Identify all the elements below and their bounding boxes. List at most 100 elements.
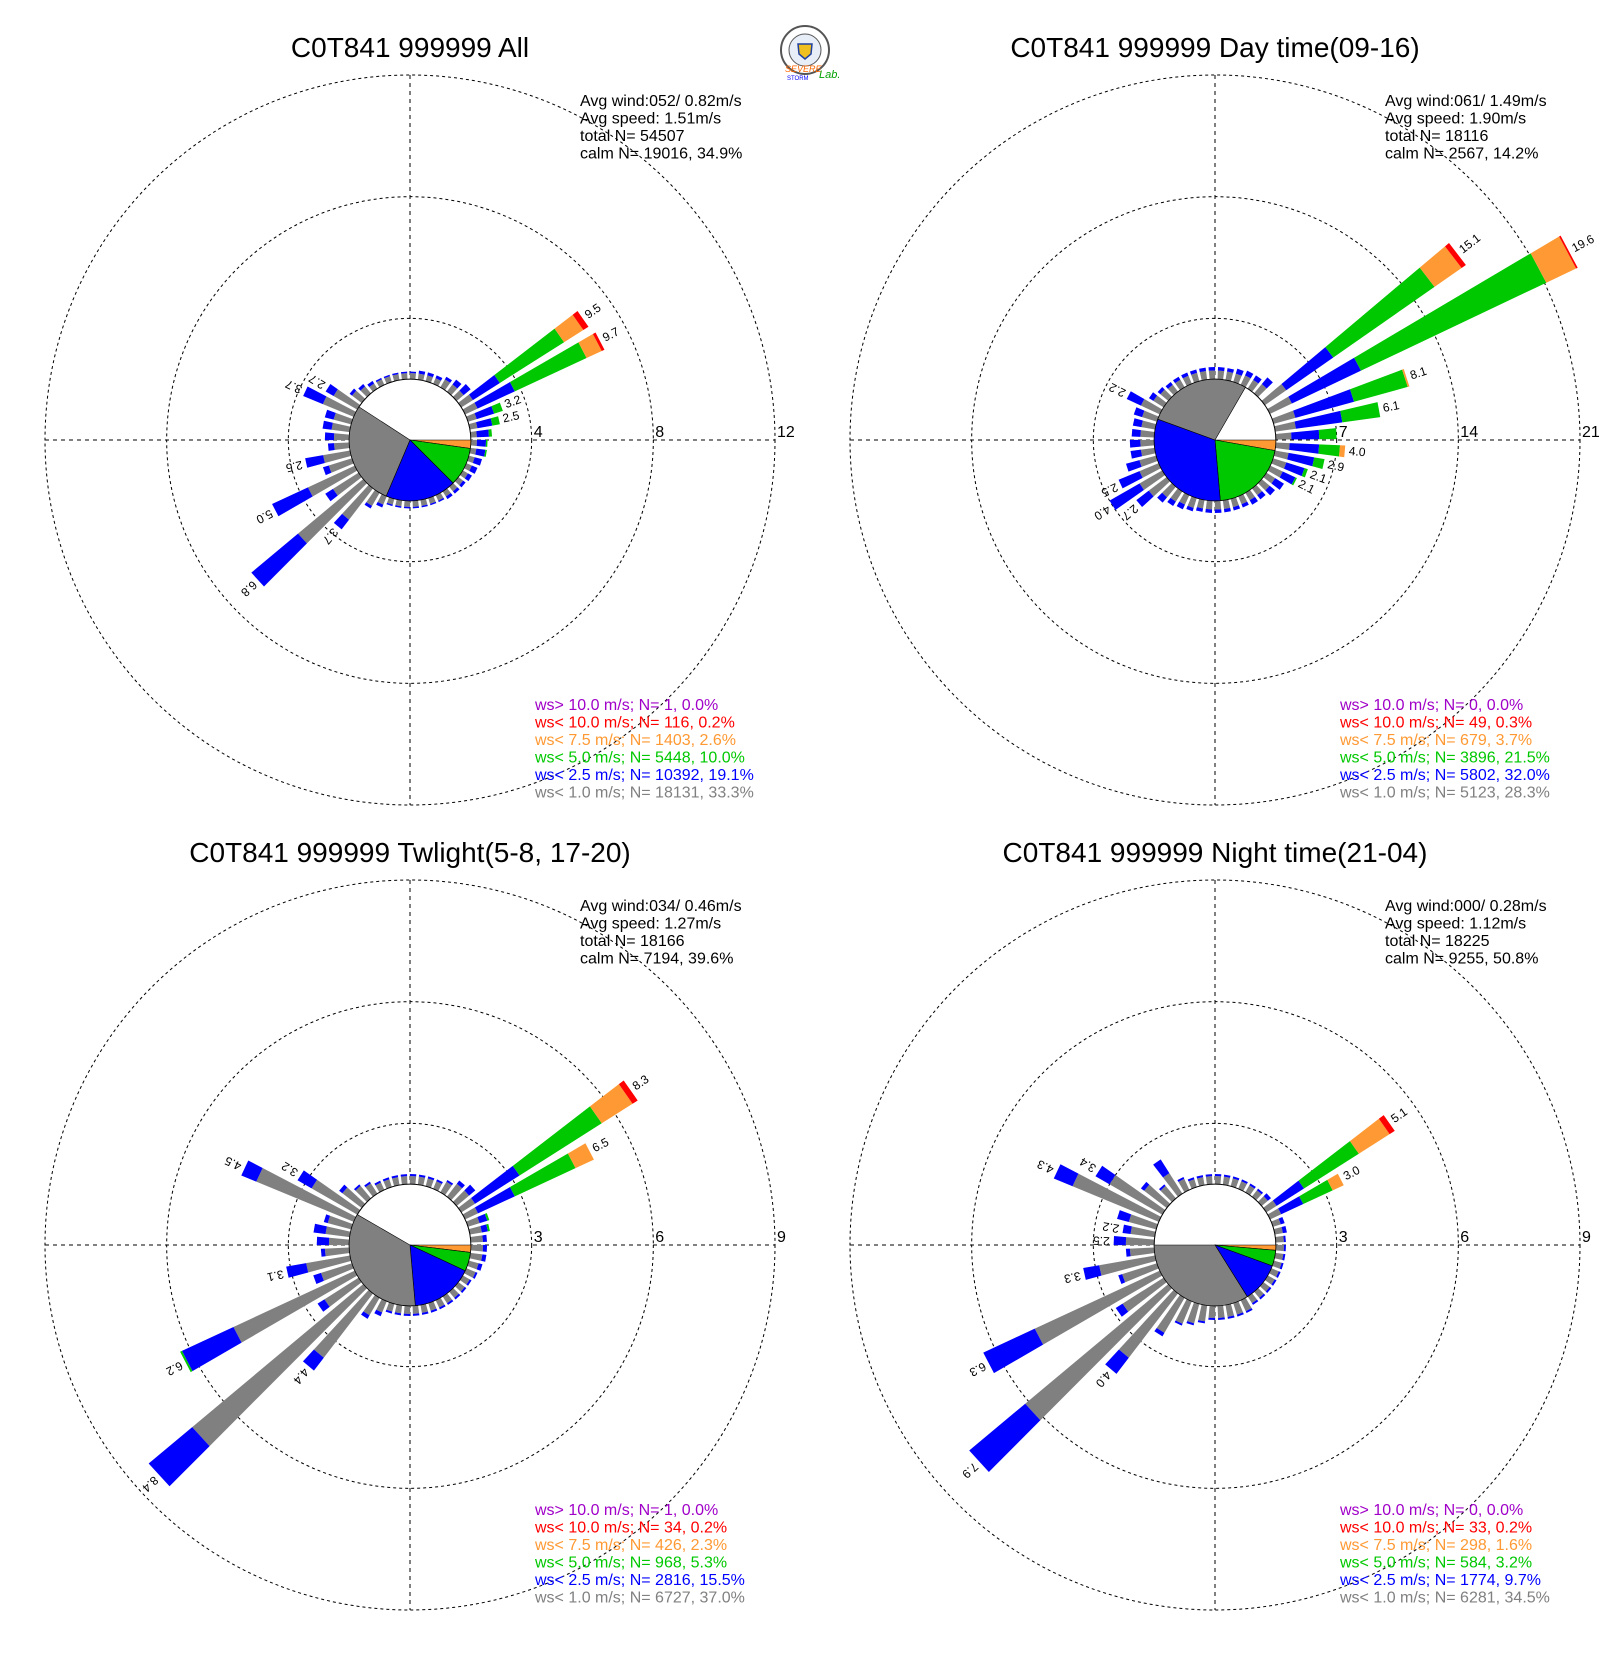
petal-1-to-2.5-bar xyxy=(303,386,327,405)
legend-entry: ws< 5.0 m/s; N= 584, 3.2% xyxy=(1339,1555,1532,1572)
petal-2.5-to-5-bar xyxy=(1350,369,1408,402)
petal-below-1-bar xyxy=(1271,458,1287,469)
petal-below-1-bar xyxy=(1254,384,1267,398)
petal-below-1-bar xyxy=(467,1260,479,1270)
petal-below-1-bar xyxy=(417,1176,426,1186)
petal-below-1-bar xyxy=(1230,497,1239,508)
grid-ring xyxy=(287,317,533,563)
petal-1-to-2.5-bar xyxy=(324,409,336,420)
petal-below-1-bar xyxy=(1122,1263,1159,1283)
petal-1-to-2.5-bar xyxy=(349,388,357,396)
petal-1-to-2.5-bar xyxy=(1253,375,1262,384)
panel-stat-line: total N= 54507 xyxy=(580,128,685,145)
petal-1-to-2.5-bar xyxy=(1140,1181,1150,1191)
petal-below-1-bar xyxy=(366,489,380,506)
petal-7.5-to-10-bar xyxy=(592,332,605,351)
ring-label: 14 xyxy=(1460,424,1478,441)
petal-below-1-bar xyxy=(1175,1298,1192,1324)
legend-entry: ws< 10.0 m/s; N= 33, 0.2% xyxy=(1339,1520,1532,1537)
petal-below-1-bar xyxy=(1254,1287,1264,1298)
petal-1-to-2.5-bar xyxy=(1223,507,1231,513)
petal-below-1-bar xyxy=(355,1185,371,1203)
petal-below-1-bar xyxy=(466,1216,480,1227)
petal-1-to-2.5-bar xyxy=(452,379,462,389)
petal-2.5-to-5-bar xyxy=(1312,457,1325,469)
petal-1-to-2.5-bar xyxy=(1257,491,1266,500)
petal-1-to-2.5-bar xyxy=(1249,496,1258,505)
petal-below-1-bar xyxy=(322,396,357,417)
panel-title: C0T841 999999 All xyxy=(291,32,529,63)
petal-below-1-bar xyxy=(1274,1252,1284,1261)
petal-1-to-2.5-bar xyxy=(1186,505,1194,512)
ring-label: 12 xyxy=(777,424,795,441)
petal-1-to-2.5-bar xyxy=(1131,428,1141,437)
petal-5-to-7.5-bar xyxy=(1339,445,1346,458)
petal-total-label: 5.0 xyxy=(254,507,276,527)
calm-pie-slice xyxy=(1153,1244,1248,1307)
petal-1-to-2.5-bar xyxy=(1136,490,1154,508)
petal-1-to-2.5-bar xyxy=(375,377,382,383)
petal-1-to-2.5-bar xyxy=(1083,1265,1102,1280)
panel-stat-line: calm N= 9255, 50.8% xyxy=(1385,951,1538,968)
petal-below-1-bar xyxy=(1205,1176,1213,1185)
petal-below-1-bar xyxy=(1264,1275,1275,1285)
petal-1-to-2.5-bar xyxy=(1282,1253,1286,1261)
petal-below-1-bar xyxy=(1205,500,1213,510)
petal-below-1-bar xyxy=(469,447,477,455)
petal-1-to-2.5-bar xyxy=(1283,1235,1286,1243)
petal-1-to-2.5-bar xyxy=(1227,1315,1235,1319)
petal-below-1-bar xyxy=(466,413,477,422)
petal-5-to-7.5-bar xyxy=(567,1143,594,1169)
petal-1-to-2.5-bar xyxy=(460,1286,467,1294)
legend-entry: ws< 7.5 m/s; N= 1403, 2.6% xyxy=(534,732,736,749)
petal-1-to-2.5-bar xyxy=(361,1311,370,1319)
petal-2.5-to-5-bar xyxy=(1354,253,1547,371)
petal-below-1-bar xyxy=(403,1305,411,1314)
petal-below-1-bar xyxy=(1140,439,1155,447)
petal-1-to-2.5-bar xyxy=(1289,443,1320,454)
petal-1-to-2.5-bar xyxy=(439,1304,446,1310)
petal-1-to-2.5-bar xyxy=(459,383,471,396)
petal-1-to-2.5-bar xyxy=(1187,1177,1195,1182)
petal-1-to-2.5-bar xyxy=(454,1293,461,1300)
calm-pie-slice xyxy=(348,1214,416,1307)
petal-1-to-2.5-bar xyxy=(327,443,335,451)
petal-1-to-2.5-bar xyxy=(1115,1303,1129,1317)
petal-1-to-2.5-bar xyxy=(481,1254,487,1262)
petal-1-to-2.5-bar xyxy=(316,1236,330,1246)
petal-below-1-bar xyxy=(376,1298,387,1313)
petal-total-label: 6.2 xyxy=(164,1358,186,1378)
petal-below-1-bar xyxy=(1139,470,1166,490)
petal-1-to-2.5-bar xyxy=(1249,1183,1256,1189)
petal-below-1-bar xyxy=(1156,1294,1185,1333)
petal-below-1-bar xyxy=(1140,447,1156,457)
petal-1-to-2.5-bar xyxy=(471,1165,520,1204)
petal-1-to-2.5-bar xyxy=(323,1214,331,1224)
petal-1-to-2.5-bar xyxy=(1288,357,1362,404)
petal-1-to-2.5-bar xyxy=(409,371,417,374)
petal-below-1-bar xyxy=(462,1207,479,1220)
petal-1-to-2.5-bar xyxy=(391,1175,399,1179)
ring-label: 6 xyxy=(1460,1229,1469,1246)
petal-below-1-bar xyxy=(1191,372,1200,383)
petal-2.5-to-5-bar xyxy=(494,328,565,383)
petal-2.5-to-5-bar xyxy=(486,1223,490,1232)
petal-below-1-bar xyxy=(328,458,354,473)
petal-1-to-2.5-bar xyxy=(1173,376,1181,384)
petal-2.5-to-5-bar xyxy=(510,1153,576,1197)
petal-below-1-bar xyxy=(428,1301,437,1311)
calm-pie-slice xyxy=(1153,418,1221,502)
petal-1-to-2.5-bar xyxy=(1113,1235,1127,1246)
petal-total-label: 3.7 xyxy=(319,525,341,547)
petal-below-1-bar xyxy=(1273,1227,1283,1235)
petal-1-to-2.5-bar xyxy=(459,480,466,488)
petal-2.5-to-5-bar xyxy=(1318,444,1341,457)
petal-below-1-bar xyxy=(449,1287,459,1298)
petal-total-label: 2.1 xyxy=(1308,467,1329,486)
petal-1-to-2.5-bar xyxy=(302,1349,324,1371)
petal-below-1-bar xyxy=(446,384,458,396)
petal-below-1-bar xyxy=(323,450,352,463)
petal-below-1-bar xyxy=(1214,500,1222,510)
petal-below-1-bar xyxy=(1167,384,1179,396)
